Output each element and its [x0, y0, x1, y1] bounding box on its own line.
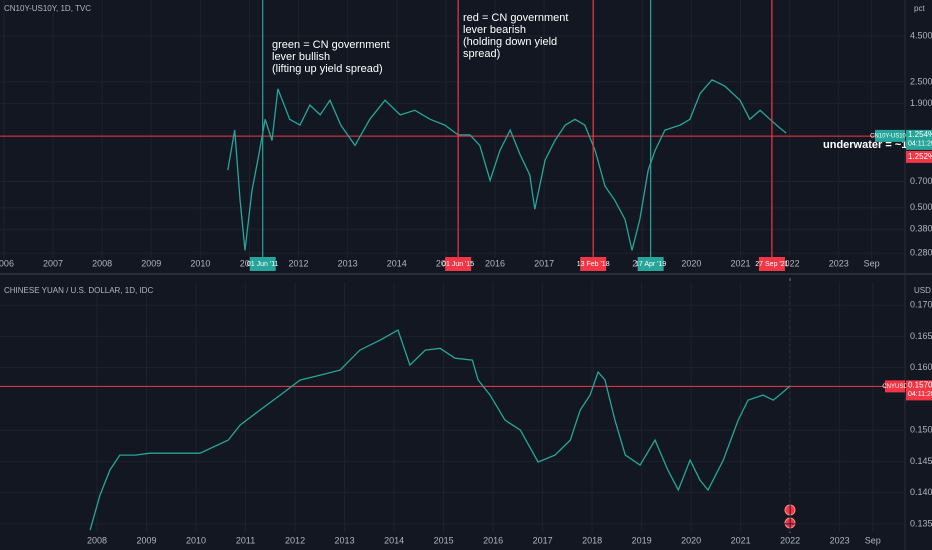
x-tick-label: 2021	[731, 535, 751, 545]
x-tick-label: 2020	[681, 258, 701, 268]
x-tick-label: 2022	[780, 258, 800, 268]
x-tick-label: 2019	[632, 535, 652, 545]
countdown-label: 04:11:28	[908, 141, 932, 148]
x-tick-label: 2018	[582, 535, 602, 545]
x-tick-label: 2023	[829, 258, 849, 268]
x-tick-label: 2011	[240, 258, 259, 268]
x-tick-label: 2008	[87, 535, 107, 545]
annotation: (holding down yield	[463, 36, 557, 48]
annotation: green = CN government	[272, 39, 390, 51]
alert-tag	[906, 150, 932, 163]
series-name-tag	[875, 129, 905, 142]
x-tick-label: Sep	[864, 258, 880, 268]
x-tick-label: 2012	[285, 535, 305, 545]
y-tick-label: 0.500%	[910, 202, 932, 212]
unit-label: USD	[914, 286, 931, 295]
y-tick-label: 0.280%	[910, 247, 932, 257]
x-tick-label: 2006	[0, 258, 14, 268]
y-tick-label: 2.500%	[910, 76, 932, 86]
last-price-tag	[906, 380, 932, 401]
annotation: (lifting up yield spread)	[272, 63, 383, 75]
event-date-label: 13 Feb '18	[577, 261, 610, 268]
unit-label: pct	[914, 4, 925, 13]
event-date-tag	[758, 257, 785, 271]
annotation: underwater = ~1.25%	[823, 139, 932, 151]
x-tick-label: 2016	[485, 258, 505, 268]
last-price-tag	[906, 129, 932, 150]
x-tick-label: 2014	[387, 258, 407, 268]
event-date-tag	[249, 257, 276, 271]
price-line	[227, 78, 787, 251]
annotation: lever bullish	[272, 51, 330, 63]
x-tick-label: 2011	[236, 535, 255, 545]
y-tick-label: 0.700%	[910, 176, 932, 186]
x-tick-label: 2023	[830, 535, 850, 545]
event-date-tag	[637, 257, 664, 271]
y-tick-label: 4.500%	[910, 30, 932, 40]
annotation: red = CN government	[463, 12, 568, 24]
last-price-label: 0.1570	[908, 380, 932, 389]
event-date-tag	[445, 257, 472, 271]
x-tick-label: 2013	[338, 258, 358, 268]
x-tick-label: 2010	[190, 258, 210, 268]
countdown-label: 04:11:28	[908, 391, 932, 398]
x-tick-label: 2021	[730, 258, 750, 268]
x-tick-label: 2009	[137, 535, 157, 545]
x-tick-label: 2010	[186, 535, 206, 545]
x-tick-label: 2017	[533, 535, 553, 545]
x-tick-label: 2008	[92, 258, 112, 268]
series-name: CNYUSD	[882, 384, 908, 390]
x-tick-label: 2012	[289, 258, 309, 268]
y-tick-label: 0.380%	[910, 224, 932, 234]
event-date-label: 01 Jun '15	[442, 261, 474, 268]
legend-title: CN10Y-US10Y, 1D, TVC	[4, 4, 91, 13]
annotation: lever bearish	[463, 24, 526, 36]
annotation: spread)	[463, 48, 500, 60]
x-tick-label: 2014	[384, 535, 404, 545]
legend-title: CHINESE YUAN / U.S. DOLLAR, 1D, IDC	[4, 286, 153, 295]
x-tick-label: 2013	[335, 535, 355, 545]
x-tick-label: 2015	[434, 535, 454, 545]
x-tick-label: Sep	[865, 535, 881, 545]
event-date-label: 17 Apr '19	[635, 261, 666, 268]
event-date-label: 27 Sep '21	[755, 261, 788, 268]
x-tick-label: 2007	[43, 258, 63, 268]
series-name-tag	[885, 380, 905, 393]
x-tick-label: 2009	[141, 258, 161, 268]
event-date-tag	[580, 257, 607, 271]
x-tick-label: 2020	[681, 535, 701, 545]
x-tick-label: 2017	[534, 258, 554, 268]
y-tick-label: 1.900%	[910, 98, 932, 108]
event-date-label: 01 Jun '11	[247, 261, 279, 268]
x-tick-label: 2022	[780, 535, 800, 545]
price-line	[89, 329, 791, 531]
alert-label: 1.252%	[908, 152, 932, 161]
series-name: CN10Y-US10Y	[870, 133, 910, 139]
x-tick-label: 2016	[483, 535, 503, 545]
y-tick-label: 0.1350	[910, 518, 932, 528]
last-price-label: 1.254%	[908, 130, 932, 139]
